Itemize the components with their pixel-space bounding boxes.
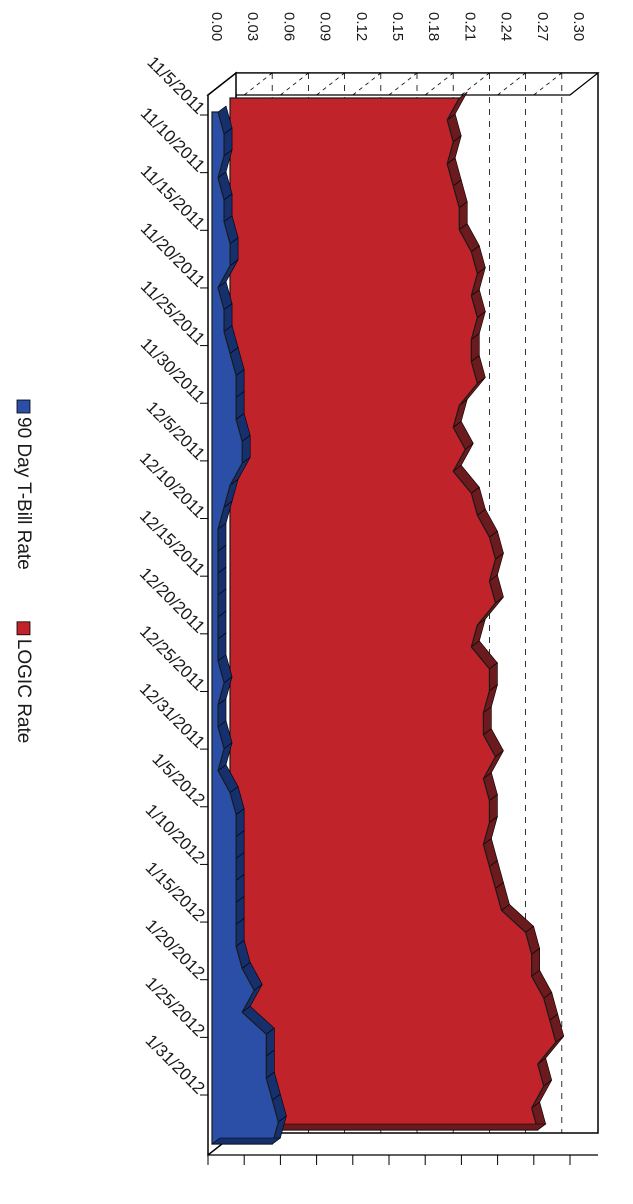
- series-90-day-t-bill-rate: [211, 105, 287, 1145]
- x-tick-label: 1/25/2012: [142, 973, 209, 1040]
- area-face: [229, 97, 557, 1131]
- legend-swatch: [16, 399, 31, 414]
- area-end-cap: [211, 1137, 282, 1145]
- gridline-depth: [388, 72, 418, 96]
- gridline-depth: [280, 72, 309, 96]
- y-tick-label: 0.09: [317, 12, 334, 41]
- legend-label: 90 Day T-Bill Rate: [13, 417, 34, 570]
- legend-swatch: [16, 621, 31, 636]
- x-tick-label: 1/10/2012: [142, 800, 209, 867]
- x-axis-ticks: 11/5/201111/10/201111/15/201111/20/20111…: [136, 53, 209, 1098]
- y-tick-label: 0.15: [389, 12, 406, 41]
- y-tick-label: 0.06: [280, 12, 297, 41]
- gridline-depth: [461, 72, 490, 96]
- gridline-depth: [497, 72, 526, 96]
- legend: 90 Day T-Bill Rate LOGIC Rate: [13, 399, 34, 744]
- series-group: [211, 91, 565, 1145]
- y-tick-label: 0.30: [570, 12, 587, 41]
- y-axis-ticks: 0.00 0.03 0.06 0.09 0.12 0.15 0.18 0.21 0.24 0.27…: [207, 12, 598, 1165]
- legend-label: LOGIC Rate: [13, 639, 34, 744]
- y-tick-label: 0.27: [534, 12, 551, 41]
- gridline-depth: [569, 72, 599, 96]
- y-tick-label: 0.18: [425, 12, 442, 41]
- y-tick-label: 0.12: [353, 12, 370, 41]
- y-tick-label: 0.03: [244, 12, 261, 41]
- gridline-depth: [352, 72, 382, 96]
- x-tick-label: 1/15/2012: [142, 858, 209, 925]
- area-face: [211, 111, 279, 1145]
- gridline-depth: [424, 72, 454, 96]
- gridline-depth: [316, 72, 345, 96]
- x-tick-label: 1/20/2012: [142, 916, 209, 983]
- y-tick-label: 0.24: [498, 12, 515, 41]
- gridline-depth: [533, 72, 563, 96]
- y-tick-label: 0.00: [208, 12, 225, 41]
- y-tick-label: 0.21: [461, 12, 478, 41]
- x-tick-label: 1/5/2012: [148, 749, 208, 809]
- gridline-depth: [243, 72, 273, 96]
- x-tick-label: 1/31/2012: [142, 1031, 209, 1098]
